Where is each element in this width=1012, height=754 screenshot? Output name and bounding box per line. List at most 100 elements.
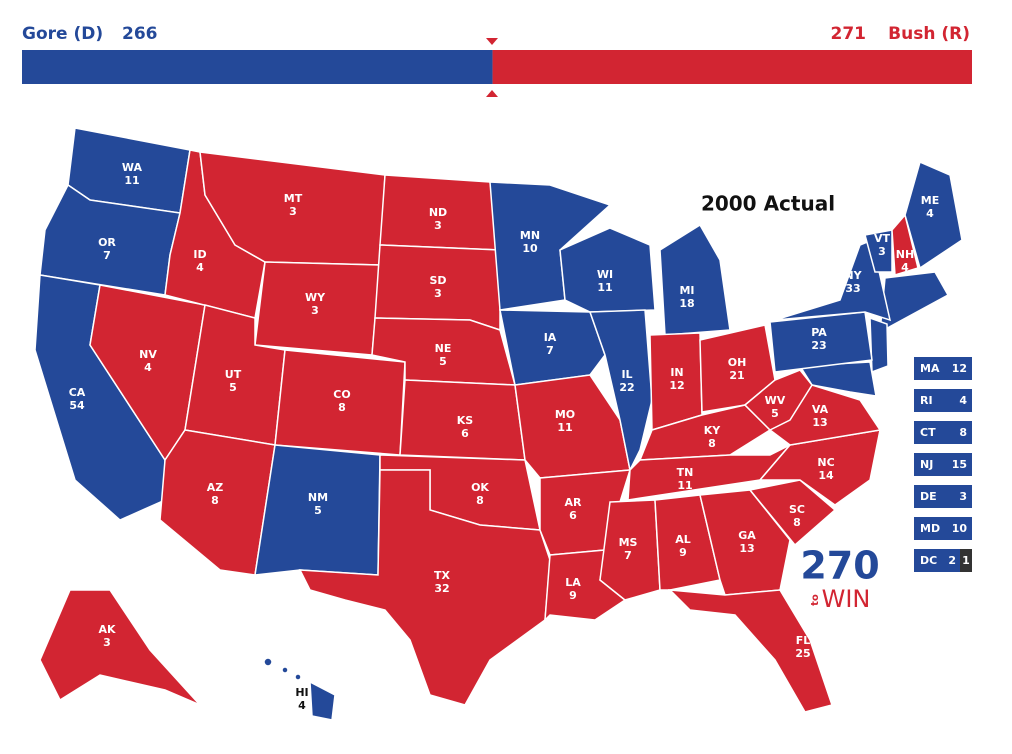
state-votes: 6 (461, 427, 469, 440)
state-shape (627, 444, 791, 501)
small-state-box (914, 549, 972, 572)
state-abbr: LA (565, 576, 581, 589)
small-state-abbr: NJ (920, 458, 933, 471)
state-abbr: MN (520, 229, 540, 242)
state-votes: 6 (569, 509, 577, 522)
state-abbr: SD (429, 274, 446, 287)
state-abbr: GA (738, 529, 756, 542)
small-state-box (914, 389, 972, 412)
state-abbr: NV (139, 348, 157, 361)
state-shape (654, 494, 721, 591)
state-shape (559, 227, 656, 313)
state-votes: 4 (144, 361, 152, 374)
state-abbr: IA (544, 331, 557, 344)
state-votes: 3 (289, 205, 297, 218)
state-votes: 5 (229, 381, 237, 394)
state-votes: 8 (793, 516, 801, 529)
state-shape (39, 589, 201, 706)
marker-top (486, 38, 498, 45)
small-state-votes: 10 (952, 522, 968, 535)
state-abbr: TN (677, 466, 694, 479)
state-votes: 33 (845, 282, 860, 295)
state-shape (588, 309, 653, 473)
small-state-abbr: MA (920, 362, 940, 375)
state-abbr: MO (555, 408, 575, 421)
small-state-abbr: MD (920, 522, 940, 535)
state-shape (743, 369, 813, 431)
small-state-votes: 2 (948, 554, 956, 567)
state-votes: 4 (901, 261, 909, 274)
state-votes: 23 (811, 339, 826, 352)
state-votes: 12 (669, 379, 684, 392)
state-shape (904, 160, 963, 270)
state-votes: 3 (434, 219, 442, 232)
state-abbr: IL (621, 368, 632, 381)
state-votes: 9 (569, 589, 577, 602)
state-abbr: UT (225, 368, 242, 381)
state-abbr: TX (434, 569, 451, 582)
map (34, 127, 963, 721)
logo-number: 270 (800, 544, 879, 588)
state-votes: 10 (522, 242, 538, 255)
state-votes: 54 (69, 399, 85, 412)
state-shape (499, 309, 606, 386)
state-votes: 3 (878, 245, 886, 258)
state-abbr: KS (457, 414, 474, 427)
state-votes: 22 (619, 381, 634, 394)
state-votes: 21 (729, 369, 744, 382)
ne-small-states (879, 271, 950, 334)
state-abbr: WY (305, 291, 326, 304)
state-votes: 8 (211, 494, 219, 507)
small-state-box (914, 357, 972, 380)
state-abbr: NY (844, 269, 862, 282)
state-votes: 3 (103, 636, 111, 649)
state-votes: 8 (338, 401, 346, 414)
small-state-box (914, 517, 972, 540)
state-abbr: AZ (207, 481, 224, 494)
state-votes: 7 (624, 549, 632, 562)
state-abbr: VA (812, 403, 829, 416)
state-votes: 3 (311, 304, 319, 317)
state-abbr: ME (921, 194, 939, 207)
state-votes: 7 (103, 249, 111, 262)
state-votes: 11 (124, 174, 139, 187)
small-state-votes: 15 (952, 458, 967, 471)
small-state-votes: 8 (959, 426, 967, 439)
right-name: Bush (R) (888, 24, 970, 44)
left-votes: 266 (122, 24, 158, 44)
state-abbr: VT (874, 232, 891, 245)
state-shape (668, 589, 833, 713)
state-abbr: IN (670, 366, 683, 379)
abstain-cell (960, 549, 972, 572)
bar-right (492, 50, 972, 84)
small-state-abbr: CT (920, 426, 936, 439)
state-abbr: WI (597, 268, 613, 281)
state-abbr: ND (429, 206, 447, 219)
left-name: Gore (D) (22, 24, 103, 44)
small-state-votes: 4 (959, 394, 967, 407)
state-votes: 4 (196, 261, 204, 274)
state-abbr: WV (765, 394, 786, 407)
state-abbr: KY (704, 424, 722, 437)
state-abbr: MT (284, 192, 303, 205)
hi-island (294, 673, 302, 681)
small-state-box (914, 421, 972, 444)
state-votes: 5 (439, 355, 447, 368)
state-shape (599, 499, 661, 601)
state-abbr: CO (333, 388, 350, 401)
state-shape (659, 223, 731, 336)
small-state-votes: 12 (952, 362, 967, 375)
state-abbr: NC (817, 456, 834, 469)
state-abbr: ID (193, 248, 206, 261)
small-state-votes: 3 (959, 490, 967, 503)
state-shape (748, 479, 837, 547)
state-shape (298, 469, 551, 706)
state-abbr: MI (679, 284, 694, 297)
state-votes: 7 (546, 344, 554, 357)
state-votes: 13 (812, 416, 827, 429)
bar-left (22, 50, 493, 84)
state-votes: 5 (314, 504, 322, 517)
state-abbr: AL (675, 533, 691, 546)
state-abbr: FL (796, 634, 811, 647)
map-title: 2000 Actual (701, 192, 835, 216)
